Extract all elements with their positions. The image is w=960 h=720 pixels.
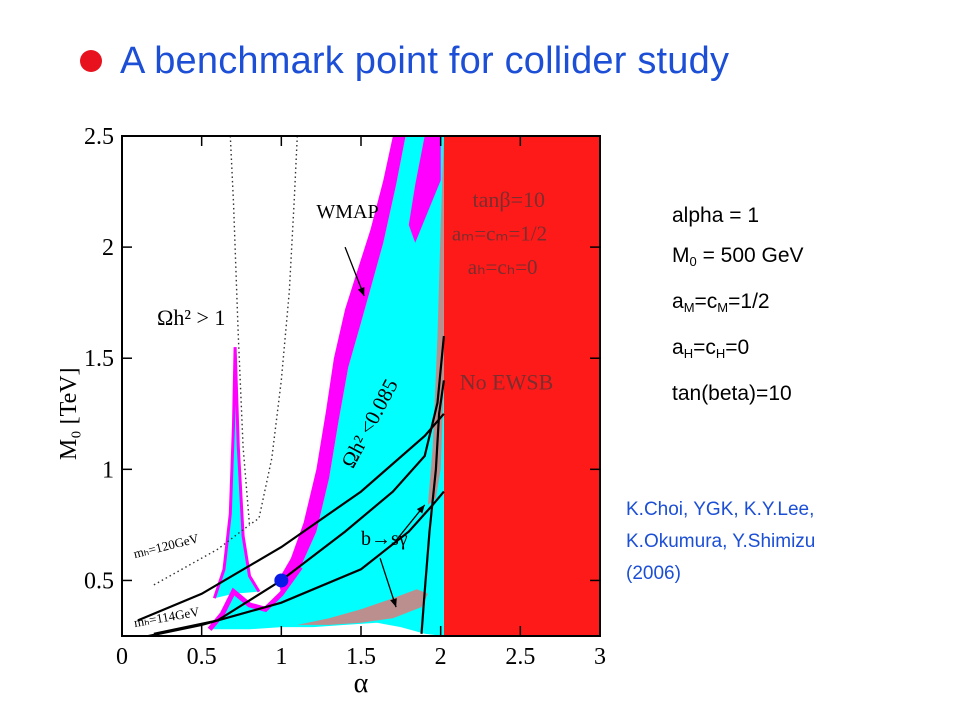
- wmap-spike-edge: [212, 347, 261, 599]
- slide-title-row: A benchmark point for collider study: [80, 36, 729, 86]
- x-tick-label: 2: [435, 644, 447, 670]
- x-tick-label: 0.5: [187, 644, 217, 670]
- y-tick-label: 1.5: [84, 346, 114, 372]
- parameter-space-chart: 0 0.5 1 1.5 2 2.5 3 0.5 1 1.5 2 2.5 α M₀ [TeV] Ωh² > 1…: [60, 124, 606, 699]
- param-tanbeta: tan(beta)=10: [672, 382, 792, 405]
- bsg-arrow-up-head: [416, 504, 425, 514]
- wmap-edge-left: [207, 565, 303, 631]
- annotation-wmap: WMAP: [316, 201, 378, 223]
- higgs-120-curve: [137, 413, 445, 622]
- annotation-bsgamma: b→sγ: [361, 528, 408, 550]
- no-ewsb-region: [443, 136, 600, 636]
- y-axis-label: M₀ [TeV]: [60, 367, 82, 460]
- annotation-tanbeta: tanβ=10: [473, 187, 545, 212]
- slide-title: A benchmark point for collider study: [120, 39, 730, 82]
- wmap-arrow-head: [357, 287, 365, 296]
- x-tick-label: 1: [275, 644, 287, 670]
- y-tick-label: 1: [102, 457, 114, 483]
- excluded-bottom: [297, 589, 428, 625]
- annotation-am-cm: aₘ=cₘ=1/2: [452, 221, 547, 245]
- x-tick-label: 0: [116, 644, 128, 670]
- y-tick-label: 2.5: [84, 124, 114, 150]
- relic-boundary-curve: [153, 335, 445, 635]
- x-tick-label: 2.5: [505, 644, 535, 670]
- reference-line-1: K.Choi, YGK, K.Y.Lee,: [626, 499, 815, 520]
- ewsb-edge-curve: [420, 380, 445, 634]
- wmap-arrow: [344, 246, 365, 297]
- param-m0: M0 = 500 GeV: [672, 244, 804, 269]
- param-ah-ch: aH=cH=0: [672, 336, 750, 361]
- benchmark-point: [274, 573, 289, 588]
- y-tick-label: 0.5: [84, 568, 114, 594]
- relic-allowed-region: [209, 136, 444, 636]
- wmap-band-right: [408, 136, 441, 243]
- param-am-cm: aM=cM=1/2: [672, 290, 770, 315]
- annotation-omega-gt1: Ωh² > 1: [157, 305, 225, 330]
- wmap-band: [278, 136, 406, 594]
- y-tick-label: 2: [102, 235, 114, 261]
- x-tick-label: 3: [594, 644, 606, 670]
- reference-line-3: (2006): [626, 563, 681, 584]
- relic-allowed-spike: [214, 347, 259, 599]
- bsg-arrow-down: [379, 558, 397, 608]
- annotation-ah-ch: aₕ=cₕ=0: [468, 255, 538, 279]
- param-alpha: alpha = 1: [672, 204, 759, 227]
- x-axis-label: α: [354, 668, 369, 699]
- bsg-arrow-down-head: [390, 598, 397, 608]
- omega-dotted-curve-b: [249, 136, 298, 526]
- annotation-mh120: mₕ=120GeV: [132, 530, 201, 561]
- reference-line-2: K.Okumura, Y.Shimizu: [626, 531, 816, 552]
- omega-dotted-curve-low: [153, 524, 250, 586]
- annotation-no-ewsb: No EWSB: [460, 369, 553, 394]
- benchmark-parameters: alpha = 1 M0 = 500 GeV aM=cM=1/2 aH=cH=0…: [672, 196, 804, 414]
- x-tick-label: 1.5: [346, 644, 376, 670]
- bullet-icon: [80, 50, 102, 72]
- reference-text: K.Choi, YGK, K.Y.Lee, K.Okumura, Y.Shimi…: [626, 494, 815, 590]
